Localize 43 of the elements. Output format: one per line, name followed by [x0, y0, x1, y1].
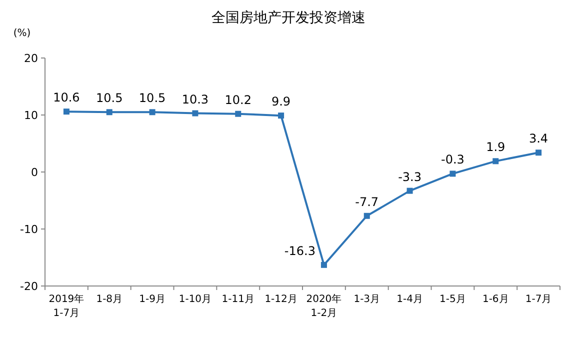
point — [364, 212, 370, 219]
y-axis-title: (%) — [13, 28, 31, 39]
x-tick-label: 1-9月 — [139, 294, 166, 305]
x-tick-label: 1-11月 — [222, 294, 254, 305]
point — [192, 110, 198, 116]
data-label: 10.6 — [53, 90, 80, 105]
x-tick-label: 1-5月 — [440, 294, 466, 305]
point — [235, 110, 242, 117]
point — [278, 112, 284, 119]
x-tick-label: 1-12月 — [264, 294, 298, 305]
point — [406, 188, 413, 194]
data-label: 3.4 — [528, 132, 548, 146]
data-label: 10.3 — [182, 92, 209, 106]
data-label: -7.7 — [355, 194, 379, 209]
y-tick-label: 10 — [24, 109, 38, 122]
point — [492, 158, 499, 164]
data-label: -16.3 — [284, 244, 316, 258]
point — [320, 262, 327, 268]
x-tick-label: 1-7月 — [525, 294, 552, 305]
x-tick-label: 1-10月 — [178, 294, 212, 305]
data-label: 10.2 — [224, 92, 252, 107]
x-tick-label: 2019年 1-7月 — [48, 293, 84, 319]
point — [149, 109, 156, 116]
x-tick-label: 1-3月 — [354, 294, 380, 305]
x-tick-label: 1-4月 — [396, 294, 423, 305]
chart-title: 全国房地产开发投资增速 — [212, 10, 366, 26]
data-label: -3.3 — [398, 170, 422, 184]
y-tick-label: 20 — [24, 52, 38, 65]
x-tick-label: 1-8月 — [96, 294, 123, 305]
data-label: -0.3 — [440, 152, 464, 167]
data-label: 1.9 — [486, 140, 506, 154]
data-label: 10.5 — [138, 91, 166, 106]
y-tick-label: -20 — [20, 280, 38, 293]
data-label: 10.5 — [96, 91, 123, 106]
point — [450, 170, 456, 177]
x-tick-label: 2020年 1-2月 — [306, 293, 342, 319]
point — [536, 150, 542, 156]
y-tick-label: -10 — [20, 223, 38, 236]
x-tick-label: 1-6月 — [482, 294, 509, 305]
point — [63, 108, 70, 115]
point — [106, 109, 112, 116]
y-tick-label: 0 — [31, 166, 38, 179]
data-label: 9.9 — [271, 94, 291, 109]
